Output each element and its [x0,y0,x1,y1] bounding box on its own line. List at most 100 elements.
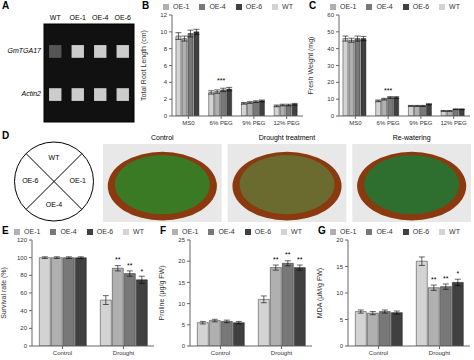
svg-text:4: 4 [164,79,168,85]
html-text:D: D [2,130,10,141]
svg-text:6% PEG: 6% PEG [210,120,233,126]
svg-text:*: * [140,268,143,275]
svg-text:80: 80 [20,272,27,278]
svg-text:Fresh Weight (mg): Fresh Weight (mg) [307,37,315,95]
html-text:OE-1: OE-1 [340,3,357,10]
svg-text:WT: WT [50,14,62,21]
svg-text:10: 10 [178,301,185,307]
html-text:OE-1: OE-1 [340,228,357,235]
html-text:OE-6: OE-6 [254,228,272,235]
svg-text:25: 25 [178,237,185,243]
html-text:B: B [142,0,150,11]
svg-text:8: 8 [164,46,168,52]
svg-text:**: ** [297,256,303,263]
svg-text:OE-1: OE-1 [70,14,86,21]
svg-text:OE-4: OE-4 [46,201,62,208]
svg-text:2: 2 [164,96,168,102]
svg-text:0: 0 [340,343,344,349]
svg-text:60: 60 [327,12,334,18]
svg-text:40: 40 [20,308,27,314]
svg-text:10: 10 [327,96,334,102]
svg-text:10: 10 [160,29,167,35]
html-text:OE-6: OE-6 [96,228,114,235]
svg-text:20: 20 [336,237,343,243]
svg-text:OE-6: OE-6 [115,14,131,21]
svg-text:0: 0 [24,343,28,349]
html-text:WT: WT [133,228,144,235]
svg-text:OE-4: OE-4 [92,14,108,21]
html-text:WT: WT [282,3,293,10]
svg-text:Drought: Drought [429,350,451,356]
html-text:C: C [309,0,317,11]
svg-text:0: 0 [331,113,335,119]
html-text:A: A [2,0,10,11]
svg-text:20: 20 [327,79,334,85]
svg-text:OE-1: OE-1 [70,177,86,184]
svg-text:30: 30 [327,63,334,69]
svg-text:Drought: Drought [271,350,293,356]
html-text:OE-1: OE-1 [173,3,190,10]
svg-text:**: ** [273,256,279,263]
svg-text:40: 40 [327,46,334,52]
svg-text:***: *** [384,87,392,94]
svg-text:Control: Control [211,350,230,356]
svg-text:100: 100 [17,255,28,261]
svg-text:20: 20 [178,258,185,264]
svg-text:Drought: Drought [113,350,135,356]
html-text:OE-1: OE-1 [182,228,199,235]
svg-text:MS0: MS0 [182,120,195,126]
html-text:OE-6: OE-6 [245,3,263,10]
svg-text:OE-6: OE-6 [22,177,38,184]
html-text:OE-1: OE-1 [24,228,41,235]
svg-text:Re-watering: Re-watering [393,134,431,142]
svg-text:**: ** [127,262,133,269]
html-text:OE-4: OE-4 [376,3,393,10]
svg-text:Control: Control [369,350,388,356]
svg-text:**: ** [285,251,291,258]
svg-text:**: ** [443,275,449,282]
svg-text:MS0: MS0 [349,120,362,126]
svg-text:15: 15 [336,264,343,270]
svg-text:12% PEG: 12% PEG [440,120,466,126]
svg-text:120: 120 [17,237,28,243]
svg-text:60: 60 [20,290,27,296]
svg-text:Control: Control [53,350,72,356]
svg-text:20: 20 [20,325,27,331]
svg-text:Proline (μg/g FW): Proline (μg/g FW) [158,266,166,321]
html-text:WT: WT [449,3,460,10]
svg-text:5: 5 [340,317,344,323]
svg-text:9% PEG: 9% PEG [242,120,265,126]
svg-text:Actin2: Actin2 [21,90,42,97]
svg-text:MDA (μM/g FW): MDA (μM/g FW) [316,268,324,318]
svg-text:**: ** [431,276,437,283]
svg-text:50: 50 [327,29,334,35]
svg-text:GmTGA17: GmTGA17 [8,47,42,54]
svg-text:6% PEG: 6% PEG [377,120,400,126]
svg-text:***: *** [217,77,225,84]
svg-text:WT: WT [49,154,61,161]
svg-text:6: 6 [164,63,168,69]
svg-text:9% PEG: 9% PEG [409,120,432,126]
svg-text:*: * [456,270,459,277]
html-text:OE-4: OE-4 [218,228,235,235]
html-text:OE-4: OE-4 [376,228,393,235]
svg-text:Control: Control [151,134,174,141]
svg-text:5: 5 [182,322,186,328]
svg-text:0: 0 [164,113,168,119]
svg-text:15: 15 [178,280,185,286]
html-text:OE-6: OE-6 [412,3,430,10]
html-text:F: F [160,225,167,236]
html-text:OE-4: OE-4 [209,3,226,10]
svg-text:**: ** [115,256,121,263]
svg-text:Drought treatment: Drought treatment [259,134,315,142]
html-text:WT: WT [291,228,302,235]
svg-text:0: 0 [182,343,186,349]
svg-text:10: 10 [336,290,343,296]
html-text:G: G [318,225,326,236]
html-text:E: E [2,225,9,236]
svg-text:Total Root Length (cm): Total Root Length (cm) [140,30,148,101]
html-text:OE-4: OE-4 [60,228,77,235]
svg-text:12: 12 [160,12,167,18]
svg-text:Survival rate (%): Survival rate (%) [8,267,9,319]
svg-text:12% PEG: 12% PEG [273,120,300,126]
